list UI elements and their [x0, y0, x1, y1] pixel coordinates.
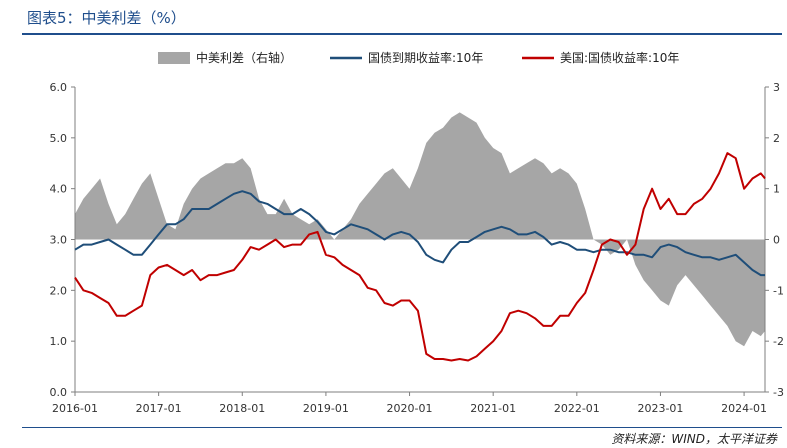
series-lines-layer	[74, 152, 766, 362]
right-tick-label: -1	[773, 284, 784, 297]
left-tick-label: 1.0	[50, 335, 68, 348]
x-tick-label: 2020-01	[387, 402, 433, 415]
right-tick-label: 2	[773, 132, 780, 145]
axes	[71, 86, 769, 396]
right-tick-label: 1	[773, 183, 780, 196]
right-tick-label: 3	[773, 81, 780, 94]
right-tick-label: -2	[773, 335, 784, 348]
source-note: 资料来源：WIND，太平洋证券	[611, 432, 777, 446]
left-tick-label: 4.0	[50, 183, 68, 196]
x-tick-label: 2023-01	[637, 402, 683, 415]
series-2-line	[74, 152, 766, 362]
left-tick-label: 3.0	[50, 234, 68, 247]
legend-label: 中美利差（右轴）	[196, 50, 292, 65]
legend-label: 国债到期收益率:10年	[368, 50, 483, 65]
x-tick-label: 2018-01	[219, 402, 265, 415]
left-tick-label: 5.0	[50, 132, 68, 145]
legend: 中美利差（右轴） 国债到期收益率:10年 美国:国债收益率:10年	[158, 50, 679, 65]
title-rule	[22, 33, 782, 35]
left-tick-label: 2.0	[50, 284, 68, 297]
legend-label: 美国:国债收益率:10年	[560, 50, 679, 65]
x-tick-label: 2021-01	[470, 402, 516, 415]
spread-area-layer	[75, 112, 765, 347]
tick-labels: 0.0 1.0 2.0 3.0 4.0 5.0 6.0 -3 -2 -1 0 1 2 3 2016-01 20…	[50, 81, 784, 415]
x-tick-label: 2019-01	[303, 402, 349, 415]
x-tick-label: 2016-01	[52, 402, 98, 415]
series-1-line	[74, 190, 765, 277]
bottom-rule	[22, 427, 782, 428]
x-tick-label: 2024-01	[721, 402, 767, 415]
right-tick-label: 0	[773, 234, 780, 247]
left-tick-label: 0.0	[50, 386, 68, 399]
right-tick-label: -3	[773, 386, 784, 399]
legend-swatch-area	[158, 52, 190, 64]
figure-title: 图表5：中美利差（%）	[27, 9, 186, 27]
x-tick-label: 2017-01	[136, 402, 182, 415]
series-0-area	[75, 112, 765, 347]
x-tick-label: 2022-01	[554, 402, 600, 415]
left-tick-label: 6.0	[50, 81, 68, 94]
